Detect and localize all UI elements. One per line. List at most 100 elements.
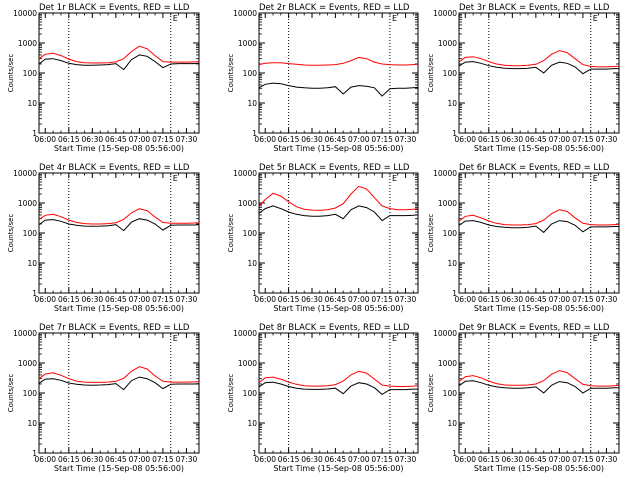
series-events [258,205,419,222]
y-tick-label: 1000 [238,199,257,208]
x-tick-label: 07:30 [395,295,417,304]
chart-title: Det 2r BLACK = Events, RED = LLD [259,3,410,13]
y-axis-label: Counts/sec [427,214,435,253]
panel-det-6r: Det 6r BLACK = Events, RED = LLD 1 10 100 10… [427,163,620,313]
x-tick-label: 06:15 [58,295,80,304]
series-lld [38,45,200,64]
y-tick-label: 1 [452,289,457,298]
x-tick-label: 07:00 [348,135,370,144]
y-tick-label: 10 [27,419,37,428]
y-tick-label: 1 [252,449,257,458]
y-axis-label: Counts/sec [427,54,435,93]
y-tick-label: 10 [247,419,257,428]
x-tick-label: 06:15 [478,135,500,144]
y-tick-label: 10000 [433,9,457,18]
marker-label: E [392,334,397,343]
x-tick-label: 07:00 [348,295,370,304]
y-tick-label: 100 [443,69,458,78]
y-tick-label: 10000 [233,169,257,178]
y-axis-label: Counts/sec [227,54,235,93]
x-tick-label: 06:30 [82,455,104,464]
marker-label: E [593,174,598,183]
plot-frame [458,172,620,294]
y-tick-label: 1000 [238,359,257,368]
x-axis-label: Start Time (15-Sep-08 05:56:00) [54,464,184,473]
chart-title: Det 5r BLACK = Events, RED = LLD [259,163,410,173]
x-tick-label: 07:30 [176,455,198,464]
x-axis-label: Start Time (15-Sep-08 05:56:00) [54,144,184,153]
x-tick-label: 06:45 [525,455,547,464]
x-tick-label: 07:15 [371,135,393,144]
plot-frame [38,172,200,294]
chart-title: Det 6r BLACK = Events, RED = LLD [459,163,610,173]
x-tick-label: 06:15 [58,455,80,464]
y-tick-label: 10000 [233,9,257,18]
x-tick-label: 06:15 [58,135,80,144]
panel-det-9r: Det 9r BLACK = Events, RED = LLD 1 10 100 10… [427,323,620,473]
x-tick-label: 06:15 [278,455,300,464]
y-tick-label: 10 [447,99,457,108]
y-tick-label: 10000 [233,329,257,338]
plot-frame [38,12,200,134]
x-tick-label: 06:00 [34,455,56,464]
y-tick-label: 1 [452,129,457,138]
x-axis-label: Start Time (15-Sep-08 05:56:00) [273,304,403,313]
panel-det-3r: Det 3r BLACK = Events, RED = LLD 1 10 100 10… [427,3,620,153]
x-tick-label: 06:30 [301,295,323,304]
x-axis-label: Start Time (15-Sep-08 05:56:00) [273,144,403,153]
x-tick-label: 06:00 [254,295,276,304]
x-axis-label: Start Time (15-Sep-08 05:56:00) [474,144,604,153]
plot-frame [258,332,419,454]
series-events [258,381,418,396]
y-axis-label: Counts/sec [427,374,435,413]
x-tick-label: 06:15 [478,455,500,464]
x-tick-label: 06:00 [454,455,476,464]
series-events [458,220,619,234]
y-axis-label: Counts/sec [7,54,15,93]
x-tick-label: 07:00 [549,455,571,464]
x-tick-label: 06:00 [454,135,476,144]
x-tick-label: 07:00 [129,135,151,144]
plot-frame [258,172,419,294]
x-tick-label: 06:30 [502,295,524,304]
plot-frame [458,332,620,454]
series-lld [458,370,620,387]
x-tick-label: 06:45 [105,455,127,464]
x-tick-label: 06:00 [254,135,276,144]
panel-det-7r: Det 7r BLACK = Events, RED = LLD 1 10 100 10… [7,323,200,473]
y-tick-label: 100 [243,389,258,398]
y-tick-label: 1000 [18,39,37,48]
y-tick-label: 10 [447,419,457,428]
panel-det-1r: Det 1r BLACK = Events, RED = LLD 1 10 100 10… [7,3,200,153]
x-tick-label: 06:00 [254,455,276,464]
chart-title: Det 4r BLACK = Events, RED = LLD [39,163,190,173]
chart-title: Det 7r BLACK = Events, RED = LLD [39,323,190,333]
y-tick-label: 100 [243,69,258,78]
series-lld [258,370,419,387]
x-tick-label: 07:30 [596,455,618,464]
x-tick-label: 06:30 [82,295,104,304]
marker-label: E [593,14,598,23]
series-lld [258,56,419,66]
y-tick-label: 100 [23,389,38,398]
x-tick-label: 07:00 [348,455,370,464]
y-tick-label: 10 [27,99,37,108]
y-tick-label: 1000 [438,199,457,208]
x-tick-label: 07:00 [549,135,571,144]
x-tick-label: 07:15 [152,295,174,304]
marker-label: E [173,14,178,23]
y-axis-label: Counts/sec [7,374,15,413]
series-lld [458,209,620,226]
x-tick-label: 06:00 [34,135,56,144]
series-lld [38,366,200,383]
y-axis-label: Counts/sec [227,214,235,253]
y-tick-label: 10 [27,259,37,268]
y-tick-label: 1 [32,129,37,138]
x-tick-label: 06:30 [502,135,524,144]
x-tick-label: 06:30 [82,135,104,144]
x-tick-label: 07:00 [549,295,571,304]
y-tick-label: 100 [443,389,458,398]
series-events [258,82,419,97]
series-events [458,61,619,75]
panel-det-8r: Det 8r BLACK = Events, RED = LLD 1 10 100 10… [227,323,419,473]
